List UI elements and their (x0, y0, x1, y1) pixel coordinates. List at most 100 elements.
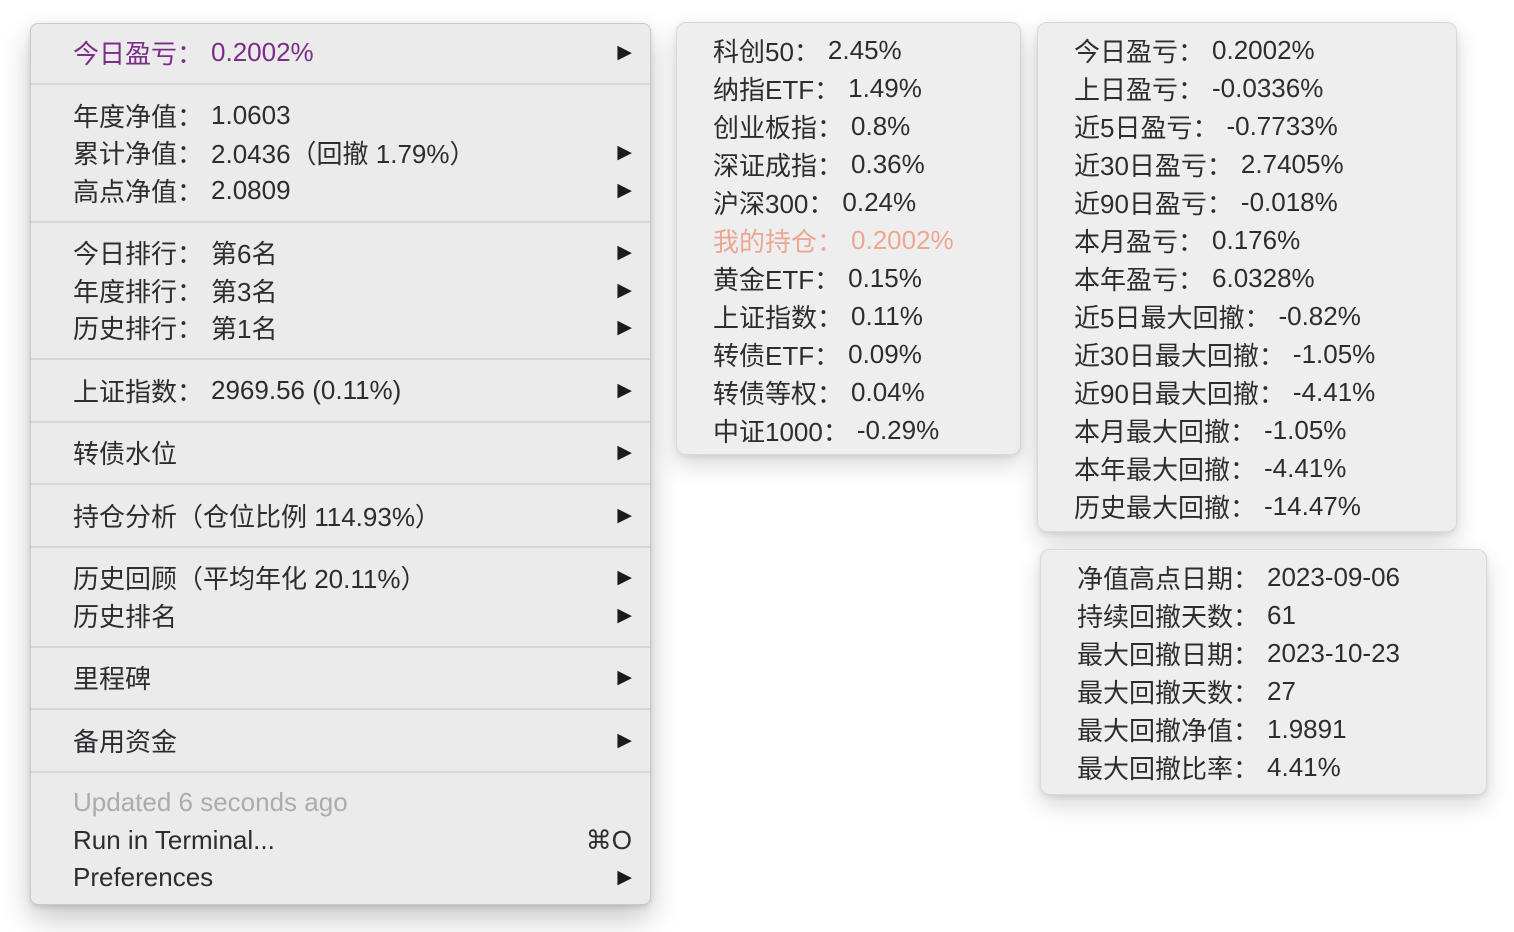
stat-label: 近30日盈亏： (1074, 150, 1233, 181)
stat-value: -4.41% (1264, 452, 1347, 483)
menu-item-value: 1.0603 (211, 99, 291, 130)
stat-row-pnl-90d: 近90日盈亏： -0.018% (1074, 183, 1432, 221)
stat-value: 4.41% (1267, 751, 1341, 782)
stat-value: 0.04% (851, 376, 925, 407)
updated-status-text: Updated 6 seconds ago (73, 787, 348, 818)
menu-item-reserve-funds[interactable]: 备用资金 ▶ (31, 722, 650, 760)
menu-item-sse-index[interactable]: 上证指数： 2969.56 (0.11%) ▶ (31, 372, 650, 410)
menu-separator (31, 483, 650, 485)
stat-row-szse-component: 深证成指： 0.36% (713, 145, 996, 183)
menu-item-history-review[interactable]: 历史回顾（平均年化 20.11%） ▶ (31, 559, 650, 597)
stat-value: 1.9891 (1267, 713, 1347, 744)
stat-label: 近5日盈亏： (1074, 112, 1219, 143)
stat-value: 0.09% (848, 338, 922, 369)
stat-row-sse-index: 上证指数： 0.11% (713, 297, 996, 335)
stat-label: 近90日最大回撤： (1074, 378, 1285, 409)
stat-label: 纳指ETF： (713, 74, 841, 105)
menu-item-preferences[interactable]: Preferences ▶ (31, 859, 650, 897)
submenu-arrow-icon: ▶ (617, 179, 632, 201)
stat-label: 净值高点日期： (1077, 563, 1260, 594)
menu-item-peak-nav[interactable]: 高点净值： 2.0809 ▶ (31, 172, 650, 210)
submenu-arrow-icon: ▶ (617, 242, 632, 264)
stat-row-nav-peak-date: 净值高点日期： 2023-09-06 (1077, 558, 1462, 596)
stat-row-mdd-nav: 最大回撤净值： 1.9891 (1077, 710, 1462, 748)
stat-label: 最大回撤天数： (1077, 677, 1260, 708)
stat-row-mdd-history: 历史最大回撤： -14.47% (1074, 487, 1432, 525)
stat-label: 最大回撤日期： (1077, 639, 1260, 670)
stat-value: -4.41% (1292, 376, 1376, 407)
stat-label: 创业板指： (713, 112, 844, 143)
menu-item-position-analysis[interactable]: 持仓分析（仓位比例 114.93%） ▶ (31, 497, 650, 535)
menu-item-label: 年度净值： (73, 101, 204, 132)
stat-value: 0.176% (1212, 224, 1301, 255)
drawdown-stats-panel: 净值高点日期： 2023-09-06 持续回撤天数： 61 最大回撤日期： 20… (1040, 549, 1487, 795)
menu-item-run-in-terminal[interactable]: Run in Terminal... ⌘O (31, 822, 650, 860)
stat-label: 本年最大回撤： (1074, 454, 1257, 485)
menu-item-value: 2969.56 (0.11%) (211, 374, 402, 405)
stat-label: 上证指数： (713, 302, 844, 333)
submenu-arrow-icon: ▶ (617, 42, 632, 64)
menu-item-label: 转债水位 (73, 439, 178, 470)
menu-separator (31, 770, 650, 773)
menu-separator (31, 220, 650, 223)
stat-value: -0.0336% (1212, 72, 1324, 103)
menu-item-label: 持仓分析（仓位比例 114.93%） (73, 501, 441, 532)
stat-label: 近90日盈亏： (1074, 188, 1233, 219)
menu-item-label: 历史排行： (73, 314, 204, 345)
stat-label: 最大回撤净值： (1077, 715, 1260, 746)
stat-value: 0.15% (848, 262, 922, 293)
submenu-arrow-icon: ▶ (617, 317, 632, 339)
stat-value: 0.8% (851, 110, 911, 141)
stat-value: -0.29% (856, 414, 940, 445)
stat-label: 上日盈亏： (1074, 74, 1205, 105)
submenu-arrow-icon: ▶ (617, 667, 632, 689)
menu-item-annual-rank[interactable]: 年度排行： 第3名 ▶ (31, 272, 650, 310)
stat-row-mdd-year: 本年最大回撤： -4.41% (1074, 449, 1432, 487)
menu-item-label: 高点净值： (73, 176, 204, 207)
submenu-arrow-icon: ▶ (617, 142, 632, 164)
stat-value: -0.018% (1240, 186, 1338, 217)
submenu-arrow-icon: ▶ (617, 279, 632, 301)
menu-item-cumulative-nav[interactable]: 累计净值： 2.0436（回撤 1.79%） ▶ (31, 134, 650, 172)
stat-value: -0.7733% (1226, 110, 1338, 141)
menu-item-cb-water-level[interactable]: 转债水位 ▶ (31, 434, 650, 472)
stat-label: 我的持仓： (713, 226, 844, 257)
submenu-arrow-icon: ▶ (617, 504, 632, 526)
stat-label: 近30日最大回撤： (1074, 340, 1285, 371)
menu-item-history-rank[interactable]: 历史排行： 第1名 ▶ (31, 309, 650, 347)
stat-row-pnl-year: 本年盈亏： 6.0328% (1074, 259, 1432, 297)
stat-value: 0.11% (851, 300, 923, 331)
menu-item-value: 第3名 (211, 276, 278, 307)
stat-value: 6.0328% (1212, 262, 1315, 293)
stat-value: 0.2002% (1212, 34, 1315, 65)
stat-value: 2.45% (827, 34, 902, 65)
stat-row-mdd-ratio: 最大回撤比率： 4.41% (1077, 748, 1462, 786)
menu-item-milestone[interactable]: 里程碑 ▶ (31, 659, 650, 697)
stat-row-mdd-5d: 近5日最大回撤： -0.82% (1074, 297, 1432, 335)
stat-value: 61 (1267, 599, 1296, 630)
menu-separator (31, 545, 650, 548)
index-performance-panel: 科创50： 2.45% 纳指ETF： 1.49% 创业板指： 0.8% 深证成指… (676, 22, 1021, 455)
menu-item-history-ranking[interactable]: 历史排名 ▶ (31, 597, 650, 635)
menu-item-label: 今日盈亏： (73, 39, 204, 70)
stat-row-cb-etf: 转债ETF： 0.09% (713, 335, 996, 373)
menu-item-label: 今日排行： (73, 239, 204, 270)
menu-separator (31, 83, 650, 85)
menu-item-annual-nav[interactable]: 年度净值： 1.0603 (31, 97, 650, 135)
menu-item-today-rank[interactable]: 今日排行： 第6名 ▶ (31, 234, 650, 272)
stat-value: 2023-09-06 (1267, 561, 1401, 592)
stat-row-nasdaq-etf: 纳指ETF： 1.49% (713, 69, 996, 107)
stat-value: 0.36% (851, 148, 925, 179)
stat-value: -14.47% (1264, 490, 1361, 521)
stat-row-star50: 科创50： 2.45% (713, 31, 996, 69)
menu-separator (31, 420, 650, 423)
menu-separator (31, 708, 650, 710)
stat-row-pnl-month: 本月盈亏： 0.176% (1074, 221, 1432, 259)
stat-row-my-position: 我的持仓： 0.2002% (713, 221, 996, 259)
stat-label: 深证成指： (713, 150, 844, 181)
stat-row-pnl-5d: 近5日盈亏： -0.7733% (1074, 107, 1432, 145)
menu-item-today-pnl[interactable]: 今日盈亏： 0.2002% ▶ (31, 34, 650, 72)
stat-row-gold-etf: 黄金ETF： 0.15% (713, 259, 996, 297)
stat-row-csi300: 沪深300： 0.24% (713, 183, 996, 221)
menu-item-updated-status: Updated 6 seconds ago (31, 784, 650, 822)
